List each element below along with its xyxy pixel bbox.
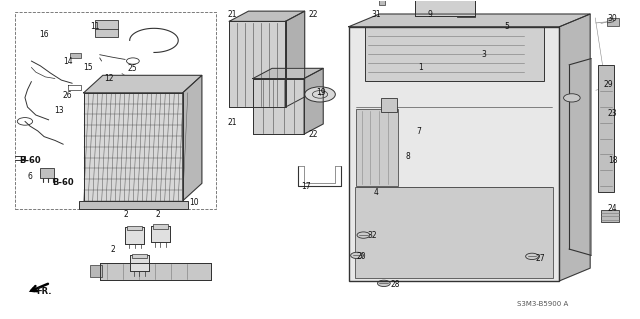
Circle shape xyxy=(351,252,364,259)
Bar xyxy=(598,65,614,192)
Text: 3: 3 xyxy=(481,50,486,59)
Text: 21: 21 xyxy=(227,10,237,19)
Bar xyxy=(253,78,304,134)
Bar xyxy=(458,5,475,17)
Text: 22: 22 xyxy=(309,10,318,19)
Bar xyxy=(253,78,304,134)
Text: 8: 8 xyxy=(406,152,410,161)
Text: 32: 32 xyxy=(367,231,377,240)
Bar xyxy=(415,0,475,16)
Text: 2: 2 xyxy=(124,210,128,219)
Text: 10: 10 xyxy=(189,198,198,207)
Bar xyxy=(79,201,188,209)
Polygon shape xyxy=(84,75,202,93)
Text: 27: 27 xyxy=(536,254,545,263)
Bar xyxy=(100,263,211,280)
Bar xyxy=(229,21,285,107)
Text: 26: 26 xyxy=(63,92,72,100)
Bar xyxy=(15,12,216,209)
Text: 19: 19 xyxy=(316,88,326,97)
Bar xyxy=(365,27,543,81)
Text: 25: 25 xyxy=(127,64,137,73)
Bar xyxy=(601,210,619,222)
Bar xyxy=(125,227,145,244)
Text: 24: 24 xyxy=(607,204,618,213)
Bar xyxy=(381,98,397,113)
Text: 16: 16 xyxy=(39,30,49,39)
Text: 21: 21 xyxy=(227,117,237,127)
Polygon shape xyxy=(349,14,590,27)
Bar xyxy=(70,53,81,58)
Text: S3M3-B5900 A: S3M3-B5900 A xyxy=(516,301,568,307)
Text: 30: 30 xyxy=(607,14,618,23)
Bar xyxy=(132,254,147,258)
Circle shape xyxy=(378,280,390,286)
Polygon shape xyxy=(182,75,202,201)
Bar xyxy=(356,109,398,186)
Bar xyxy=(125,227,145,244)
Circle shape xyxy=(357,232,370,238)
Text: 18: 18 xyxy=(608,156,617,165)
Bar xyxy=(95,20,118,37)
Text: 1: 1 xyxy=(419,63,423,72)
Text: FR.: FR. xyxy=(36,287,52,296)
Text: 15: 15 xyxy=(83,63,92,72)
Text: 6: 6 xyxy=(28,172,33,181)
Bar xyxy=(130,255,149,271)
Text: 5: 5 xyxy=(504,22,509,31)
Text: 13: 13 xyxy=(54,107,64,115)
Text: 23: 23 xyxy=(607,109,618,118)
Bar xyxy=(607,18,619,26)
Text: 17: 17 xyxy=(301,182,311,191)
Bar xyxy=(349,27,559,281)
Bar xyxy=(349,27,559,281)
Text: 11: 11 xyxy=(90,22,100,31)
Polygon shape xyxy=(285,11,305,107)
Bar xyxy=(355,187,553,278)
Text: 29: 29 xyxy=(604,80,614,89)
Bar xyxy=(379,0,385,4)
Bar xyxy=(40,168,54,178)
Bar xyxy=(151,226,170,242)
Text: 28: 28 xyxy=(390,280,400,289)
Bar xyxy=(84,93,182,201)
Text: 4: 4 xyxy=(374,188,379,197)
Bar xyxy=(229,21,285,107)
Circle shape xyxy=(305,87,335,102)
Polygon shape xyxy=(229,11,305,21)
Bar xyxy=(130,255,149,271)
Polygon shape xyxy=(253,68,323,78)
Text: 9: 9 xyxy=(428,10,432,19)
Circle shape xyxy=(525,253,538,260)
Text: 20: 20 xyxy=(356,252,366,261)
Polygon shape xyxy=(559,14,590,281)
Bar xyxy=(415,0,475,16)
Bar xyxy=(151,226,170,242)
Text: B-60: B-60 xyxy=(52,178,74,187)
Polygon shape xyxy=(304,68,323,134)
Text: 22: 22 xyxy=(309,130,318,139)
Text: 2: 2 xyxy=(110,245,115,254)
Text: 12: 12 xyxy=(104,74,114,83)
Bar xyxy=(84,93,182,201)
Text: 14: 14 xyxy=(63,56,72,65)
Bar xyxy=(153,224,168,229)
Circle shape xyxy=(564,94,580,102)
Text: 31: 31 xyxy=(371,10,381,19)
Bar xyxy=(90,265,102,277)
Text: 2: 2 xyxy=(156,210,160,219)
Text: 7: 7 xyxy=(416,127,420,136)
Bar xyxy=(100,263,211,280)
Bar xyxy=(127,226,143,230)
Text: B-60: B-60 xyxy=(19,156,41,165)
